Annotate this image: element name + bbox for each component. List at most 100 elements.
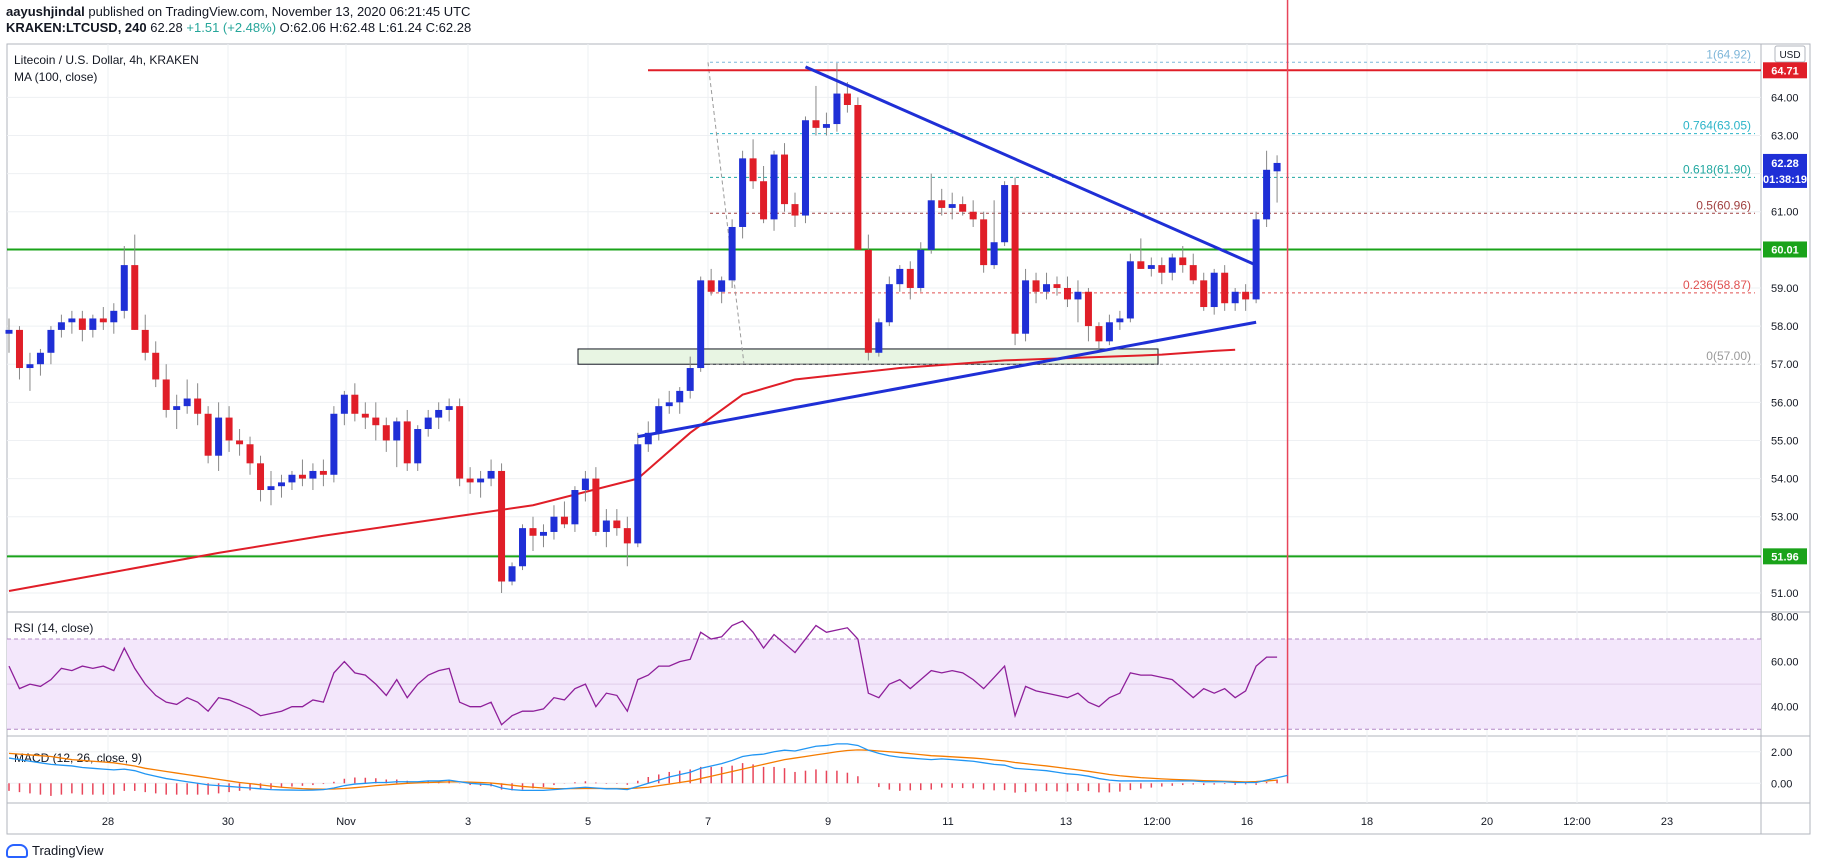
candle <box>634 432 642 548</box>
candle <box>791 192 799 227</box>
candle-body <box>1168 257 1176 273</box>
candle-body <box>896 268 904 285</box>
fib-level-label: 1(64.92) <box>1706 47 1751 61</box>
candle-body <box>781 154 789 205</box>
candle <box>498 463 506 593</box>
level-price-label: 51.96 <box>1771 551 1799 563</box>
candle-body <box>330 413 338 475</box>
candle <box>330 406 338 483</box>
fib-level-label: 0.764(63.05) <box>1683 119 1751 133</box>
candle-body <box>15 329 23 369</box>
candle <box>372 402 380 441</box>
candle <box>550 505 558 540</box>
candle <box>896 265 904 292</box>
candle <box>1095 322 1103 349</box>
fib-level-label: 0.618(61.90) <box>1683 162 1751 176</box>
candles-group <box>5 63 1281 593</box>
candle <box>864 234 872 361</box>
candle-body <box>519 528 527 567</box>
candle <box>141 314 149 361</box>
candle-body <box>225 417 233 441</box>
candle <box>257 455 265 502</box>
candle <box>581 470 589 502</box>
x-tick-label: 7 <box>705 816 711 828</box>
candle <box>770 150 778 231</box>
macd-signal-line <box>8 749 1278 790</box>
candle <box>519 524 527 571</box>
candle <box>1168 253 1176 281</box>
candle-body <box>47 329 55 353</box>
candle <box>131 234 139 330</box>
candle <box>1001 181 1009 247</box>
candle-body <box>1200 280 1208 308</box>
level-price-label: 64.71 <box>1771 65 1799 77</box>
candle-body <box>1147 265 1155 269</box>
x-tick-label: 30 <box>222 816 234 828</box>
level-price-tag <box>1763 62 1807 79</box>
author-name[interactable]: aayushjindal <box>6 4 85 19</box>
candle <box>718 276 726 304</box>
tradingview-logo[interactable]: TradingView <box>6 843 104 858</box>
candle-body <box>1137 261 1145 269</box>
y-tick-label: 63.00 <box>1771 130 1799 142</box>
candle <box>854 97 862 250</box>
ma-indicator-label: MA (100, close) <box>14 70 97 84</box>
ohlc-values: O:62.06 H:62.48 L:61.24 C:62.28 <box>279 20 472 35</box>
candle <box>1273 155 1281 203</box>
candle <box>1137 238 1145 269</box>
candle <box>1011 177 1019 346</box>
candle-body <box>634 444 642 544</box>
macd-line <box>8 743 1288 792</box>
candle-body <box>1063 287 1071 300</box>
rsi-tick-label: 40.00 <box>1771 702 1799 714</box>
candle-body <box>980 219 988 266</box>
candle-body <box>1105 322 1113 342</box>
candle <box>1043 272 1051 300</box>
candle <box>1263 150 1271 227</box>
candle-body <box>1022 280 1030 334</box>
candle-body <box>959 204 967 212</box>
candle-body <box>257 463 265 491</box>
candle-body <box>78 318 86 330</box>
candle-body <box>236 440 244 445</box>
candle-body <box>141 329 149 353</box>
candle <box>57 314 65 338</box>
rsi-tick-label: 60.00 <box>1771 657 1799 669</box>
candle <box>676 387 684 414</box>
candle-body <box>571 490 579 525</box>
candle-body <box>435 409 443 418</box>
candle <box>760 165 768 224</box>
candle <box>445 398 453 422</box>
candle-body <box>120 265 128 311</box>
publish-header: aayushjindal published on TradingView.co… <box>6 4 471 36</box>
candle <box>183 379 191 414</box>
trendline <box>804 65 1257 267</box>
candle-body <box>131 265 139 330</box>
candle-body <box>57 322 65 330</box>
y-tick-label: 59.00 <box>1771 283 1799 295</box>
fib-level-label: 0(57.00) <box>1706 349 1751 363</box>
candle-body <box>298 474 306 479</box>
candle-body <box>969 211 977 220</box>
candle <box>686 356 694 399</box>
candle-body <box>707 280 715 292</box>
candle-body <box>162 379 170 410</box>
candle-body <box>843 93 851 105</box>
candle-body <box>215 417 223 456</box>
candle-body <box>361 413 369 418</box>
candle <box>781 143 789 212</box>
symbol-name: KRAKEN:LTCUSD, 240 <box>6 20 147 35</box>
candle-body <box>770 154 778 220</box>
candle-body <box>1053 284 1061 288</box>
tradingview-cloud-icon <box>6 843 28 858</box>
candle <box>215 402 223 471</box>
candle-body <box>1074 291 1082 300</box>
rsi-line <box>8 620 1278 726</box>
y-tick-label: 64.00 <box>1771 92 1799 104</box>
candle <box>1063 276 1071 308</box>
candle <box>1147 257 1155 277</box>
candle <box>26 352 34 391</box>
candle <box>623 516 631 567</box>
candle-body <box>1032 280 1040 292</box>
